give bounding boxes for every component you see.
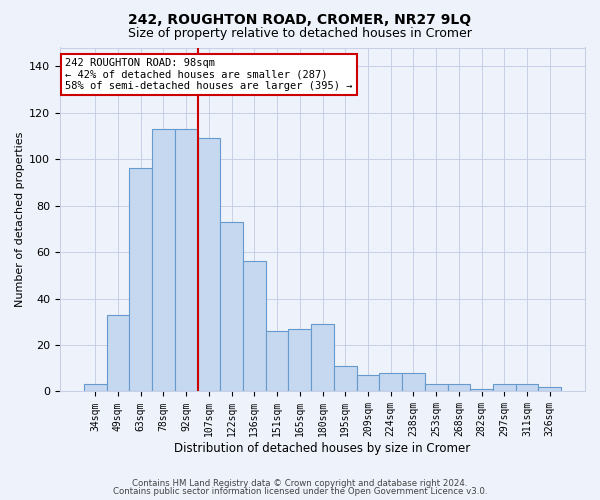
Bar [515,384,538,392]
Bar [197,138,220,392]
Text: Contains HM Land Registry data © Crown copyright and database right 2024.: Contains HM Land Registry data © Crown c… [132,478,468,488]
Text: Contains public sector information licensed under the Open Government Licence v3: Contains public sector information licen… [113,487,487,496]
Bar [356,375,379,392]
Text: 242, ROUGHTON ROAD, CROMER, NR27 9LQ: 242, ROUGHTON ROAD, CROMER, NR27 9LQ [128,12,472,26]
Bar [448,384,470,392]
Bar [107,315,130,392]
Bar [402,373,425,392]
Bar [130,168,152,392]
Bar [379,373,402,392]
Text: Size of property relative to detached houses in Cromer: Size of property relative to detached ho… [128,28,472,40]
Bar [266,331,289,392]
Bar [311,324,334,392]
Y-axis label: Number of detached properties: Number of detached properties [15,132,25,307]
Bar [220,222,243,392]
Bar [493,384,515,392]
X-axis label: Distribution of detached houses by size in Cromer: Distribution of detached houses by size … [175,442,470,455]
Text: 242 ROUGHTON ROAD: 98sqm
← 42% of detached houses are smaller (287)
58% of semi-: 242 ROUGHTON ROAD: 98sqm ← 42% of detach… [65,58,353,91]
Bar [152,129,175,392]
Bar [243,262,266,392]
Bar [84,384,107,392]
Bar [334,366,356,392]
Bar [425,384,448,392]
Bar [470,389,493,392]
Bar [538,387,561,392]
Bar [175,129,197,392]
Bar [289,328,311,392]
